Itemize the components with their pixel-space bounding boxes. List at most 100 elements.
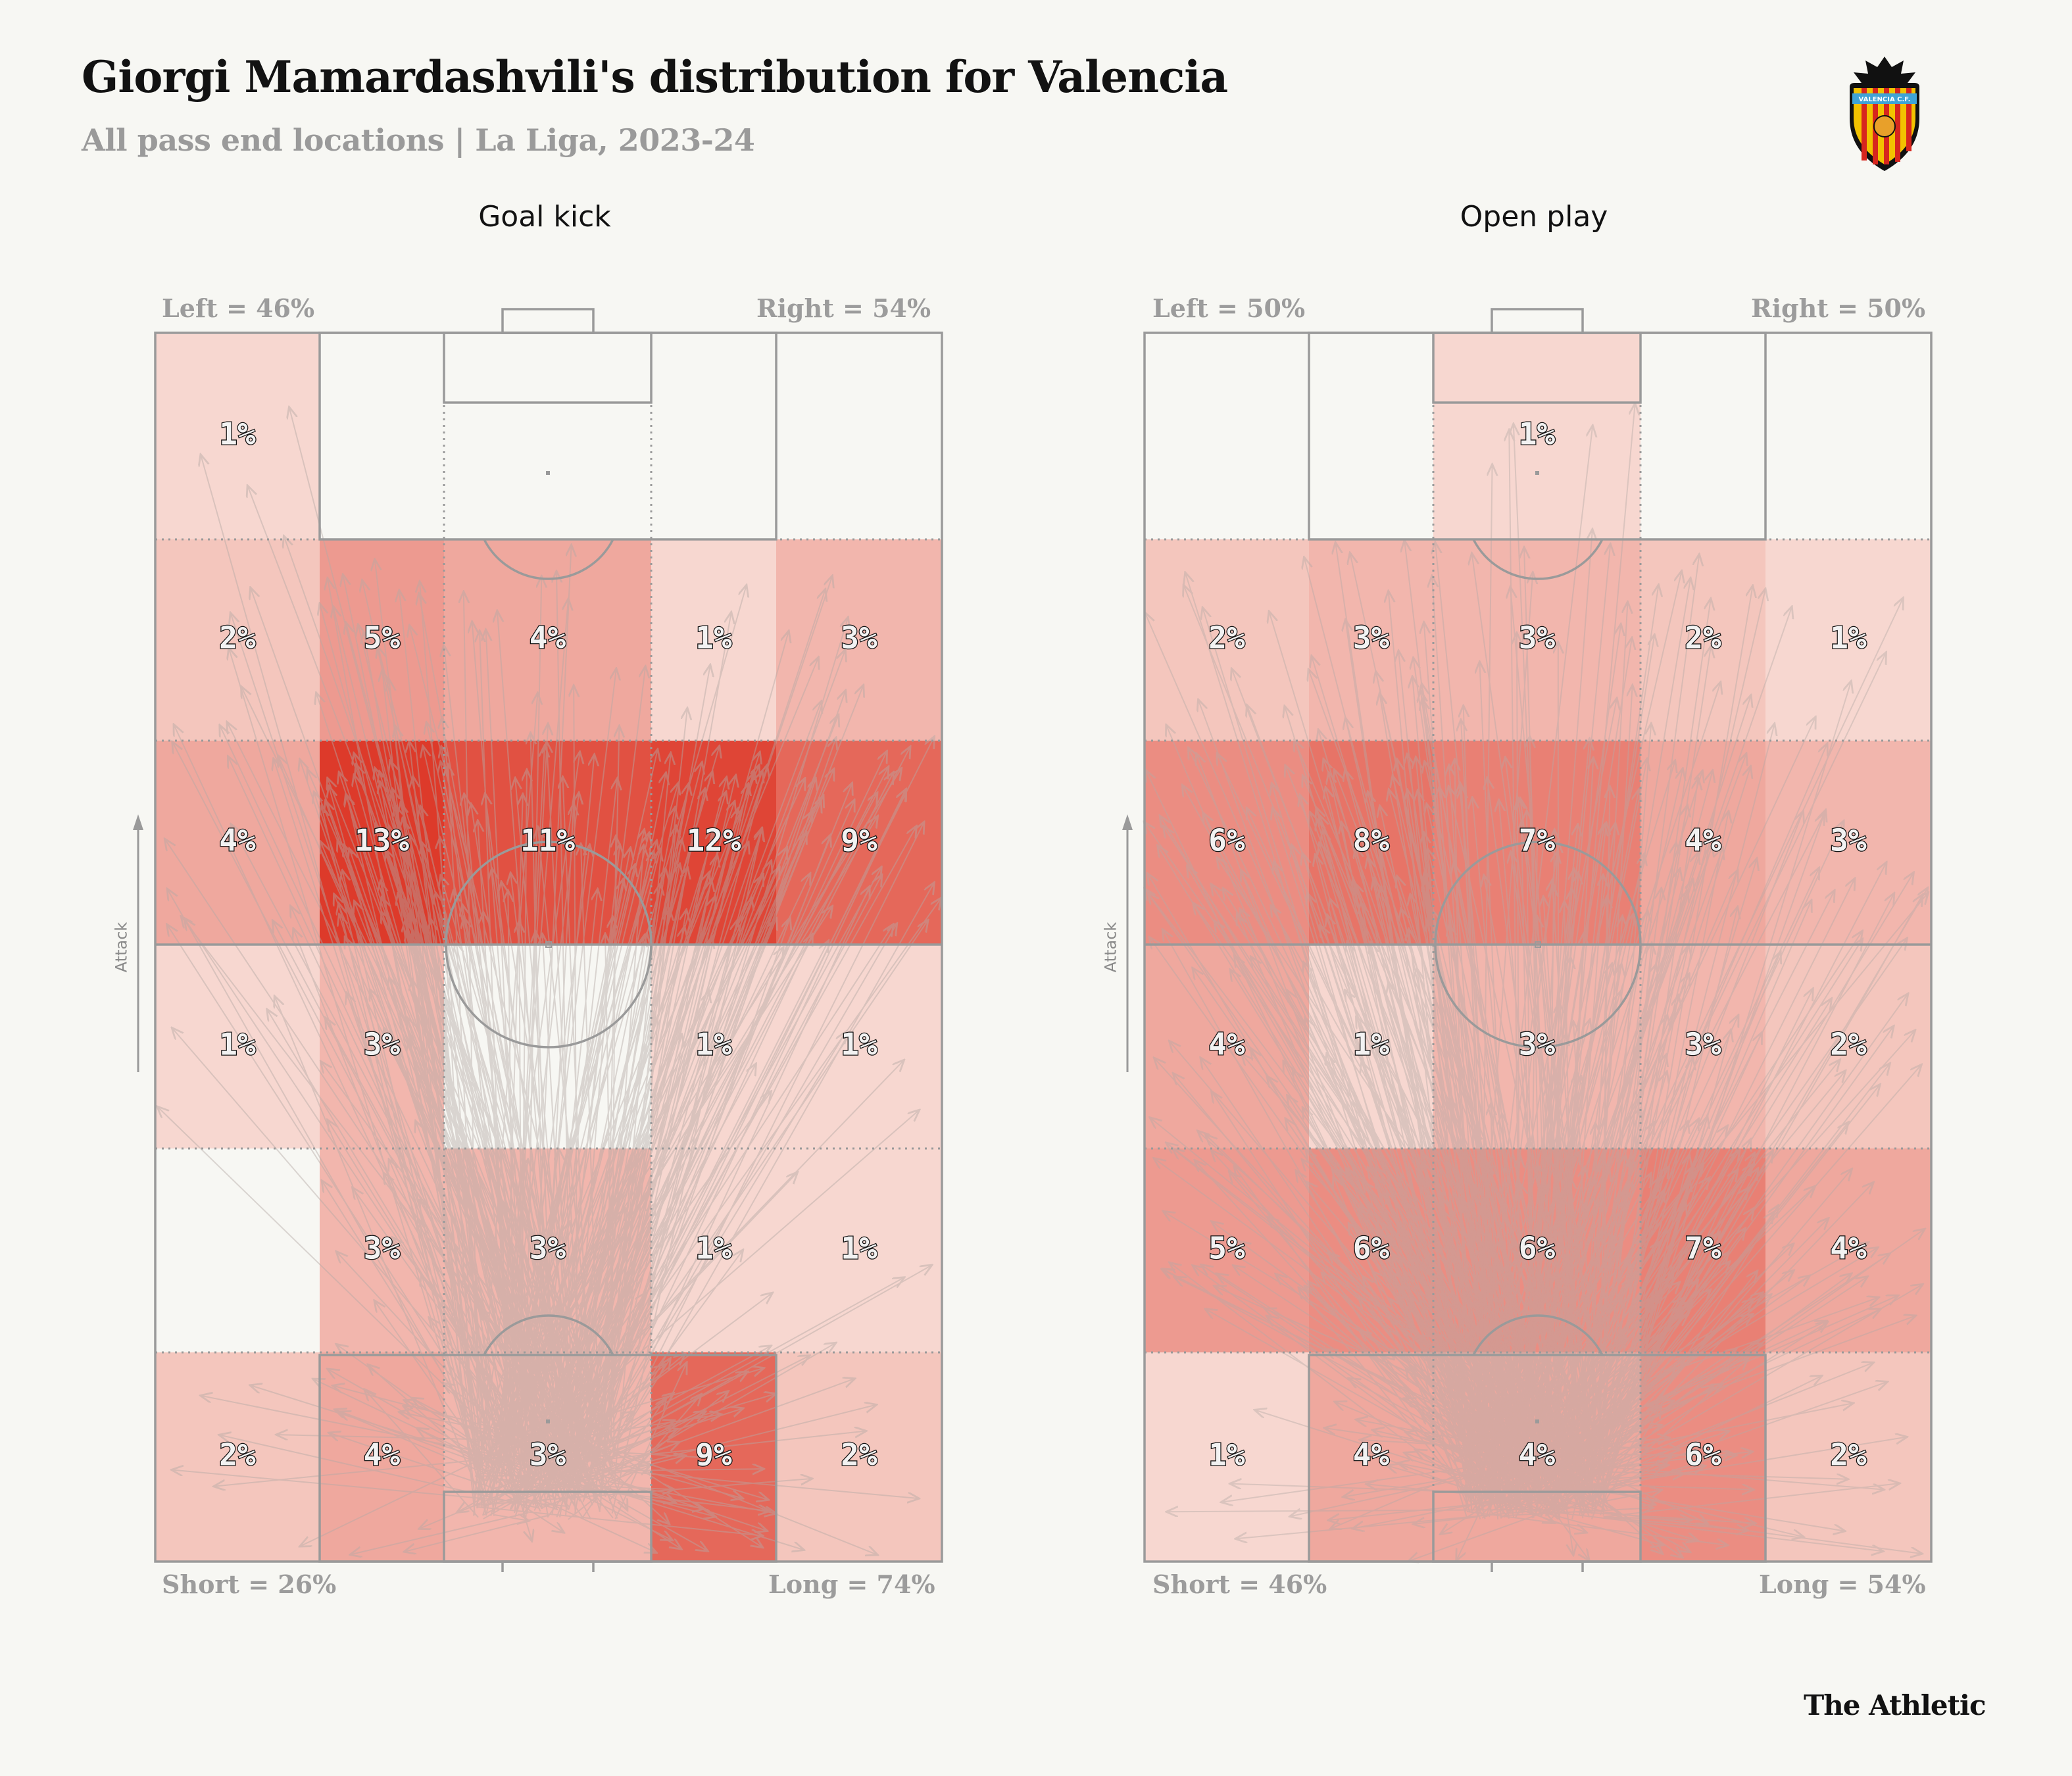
pass-arrow (1268, 1316, 1541, 1512)
pass-arrow (1329, 774, 1482, 1449)
pass-arrow (284, 537, 613, 1468)
pass-arrow (291, 907, 576, 1507)
pass-arrow (1390, 1250, 1504, 1515)
pass-arrow (480, 631, 509, 1453)
pass-arrow (1578, 647, 1711, 1516)
pass-arrow (1552, 1444, 1575, 1509)
pass-arrow (1543, 898, 1582, 1465)
pass-arrow (601, 919, 789, 1455)
pass-arrow (537, 779, 617, 1493)
pass-arrow (405, 1406, 520, 1468)
pass-arrow (423, 747, 592, 1492)
pass-arrow (550, 845, 620, 1482)
pass-arrow (1579, 811, 1825, 1498)
cell-percentage-label: 2% (841, 1437, 877, 1473)
pass-arrow (1534, 1262, 1729, 1451)
pass-arrow (540, 1498, 656, 1552)
pass-arrow (1583, 889, 1662, 1467)
pass-arrow (526, 1463, 803, 1550)
pass-arrow (1307, 1182, 1527, 1443)
pass-arrow (574, 941, 827, 1446)
pass-arrow (1539, 1168, 1595, 1469)
pass-arrow (1598, 1206, 1777, 1500)
pass-arrow (1368, 1484, 1579, 1506)
pass-arrow (1472, 799, 1539, 1508)
pass-arrow (1592, 724, 1651, 1479)
pass-arrow (1189, 749, 1547, 1502)
pass-arrow (514, 670, 616, 1514)
pass-arrow (338, 841, 606, 1498)
pass-arrow (509, 1429, 676, 1489)
pass-arrow (1576, 917, 1623, 1502)
pass-arrow (1591, 1239, 1702, 1519)
pass-arrow (520, 1405, 876, 1494)
pass-arrow (1421, 1414, 1490, 1478)
pass-arrow (500, 1204, 655, 1497)
pass-arrow (408, 916, 543, 1446)
pass-arrow (1595, 1204, 1685, 1447)
cell-percentage-label: 1% (1353, 1027, 1390, 1062)
pass-arrow (1525, 846, 1712, 1492)
pass-arrow (389, 1160, 541, 1512)
centre-circle (445, 841, 653, 1048)
pass-arrow (522, 590, 825, 1512)
heat-cell (1765, 945, 1931, 1148)
pass-arrow (479, 1440, 541, 1460)
goal-kick-pitch-heatmap: 1% 2% 5% 4% 1% 3% 4% 13% 11% 12% 9% 1% 3% 1% 1% 3% 3% 1% 1… (133, 308, 943, 1572)
pass-arrow (1449, 787, 1598, 1452)
pass-arrow (1519, 1293, 1762, 1490)
pass-arrow (375, 769, 585, 1442)
pass-arrow (1516, 966, 1656, 1478)
pass-arrow (1466, 871, 1737, 1504)
pass-arrow (405, 1400, 581, 1472)
pass-arrow (551, 865, 679, 1516)
pass-arrow (1405, 1399, 1517, 1448)
pass-arrow (1573, 1295, 1655, 1471)
pass-arrow (565, 856, 717, 1486)
pass-arrow (560, 1467, 707, 1551)
pass-arrow (444, 1383, 585, 1483)
pass-arrow (174, 726, 538, 1502)
pass-arrow (1193, 1266, 1471, 1470)
cell-percentage-label: 1% (841, 1027, 877, 1062)
cell-percentage-label: 3% (1353, 620, 1390, 656)
pass-arrow (1519, 1254, 1889, 1498)
pass-arrow (1527, 1168, 1585, 1441)
pass-arrow (1206, 1310, 1568, 1514)
pass-arrow (1441, 1469, 1544, 1534)
cell-percentage-label: 3% (364, 1027, 401, 1062)
pass-arrow (533, 772, 762, 1450)
pass-arrow (495, 793, 579, 1485)
pass-arrow (1387, 1193, 1483, 1500)
pass-arrow (1580, 555, 1699, 1450)
pass-arrow (1292, 846, 1508, 1512)
pass-arrow (1556, 912, 1648, 1485)
cell-percentage-label: 6% (1353, 1231, 1390, 1266)
pass-arrow (410, 837, 483, 1507)
pass-arrow (583, 618, 848, 1496)
pass-arrow (597, 1441, 762, 1546)
pass-arrow (582, 938, 712, 1452)
pass-arrow (1460, 783, 1510, 1506)
pass-arrow (1272, 784, 1477, 1481)
pass-arrow (1535, 1073, 1577, 1511)
pass-arrow (1500, 1471, 1603, 1490)
pass-arrow (412, 939, 558, 1510)
penalty-arc-bottom (1472, 1314, 1604, 1356)
goal-kick-short-share: Short = 26% (162, 1569, 337, 1599)
pass-arrow (1303, 776, 1608, 1504)
heat-cell (1765, 1352, 1931, 1562)
pass-arrow (1345, 991, 1607, 1449)
pass-arrow (564, 918, 612, 1517)
pass-arrow (1488, 1425, 1661, 1471)
pass-arrow (407, 931, 537, 1508)
pass-arrow (554, 737, 934, 1492)
pass-arrow (505, 747, 545, 1483)
pass-arrow (1492, 1260, 1598, 1503)
heat-cell (1433, 1148, 1640, 1352)
pass-arrow (483, 848, 787, 1498)
pass-arrow (1471, 1240, 1620, 1477)
pass-arrow (1506, 758, 1594, 1462)
pass-arrow (474, 1451, 715, 1516)
pass-arrow (1479, 1309, 1880, 1500)
